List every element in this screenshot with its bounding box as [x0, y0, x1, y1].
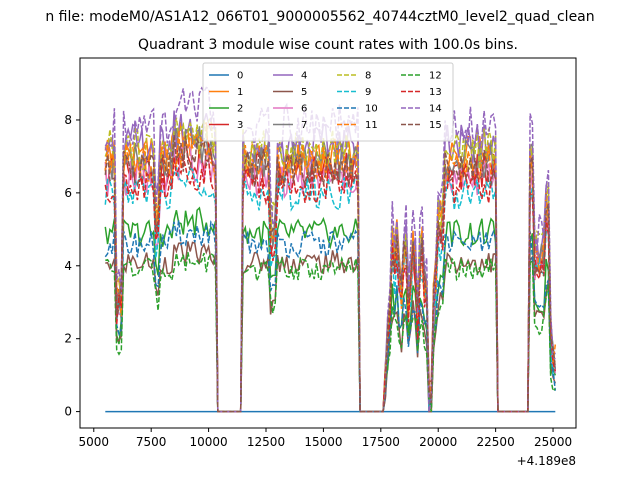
series-line-12	[105, 252, 556, 413]
legend-label-0: 0	[237, 71, 243, 82]
plot-lines	[104, 86, 557, 413]
series-line-8	[104, 115, 556, 413]
y-tick-label: 6	[64, 186, 72, 200]
legend-label-14: 14	[429, 104, 442, 115]
y-tick-label: 0	[64, 405, 72, 419]
x-tick-label: 17500	[362, 435, 400, 449]
chart-title: Quadrant 3 module wise count rates with …	[138, 37, 518, 53]
legend-label-8: 8	[365, 71, 371, 82]
x-tick-label: 15000	[304, 435, 342, 449]
legend-label-2: 2	[237, 104, 243, 115]
y-tick-label: 8	[64, 113, 72, 127]
legend-box	[202, 62, 454, 142]
x-tick-label: 7500	[136, 435, 167, 449]
legend-label-7: 7	[301, 120, 307, 131]
legend-label-3: 3	[237, 120, 243, 131]
y-tick-label: 2	[64, 332, 72, 346]
legend-label-5: 5	[301, 87, 307, 98]
legend-label-15: 15	[429, 120, 442, 131]
x-tick-label: 25000	[534, 435, 572, 449]
legend-label-11: 11	[365, 120, 378, 131]
x-tick-label: 10000	[189, 435, 227, 449]
legend-label-4: 4	[301, 71, 307, 82]
x-tick-label: 20000	[419, 435, 457, 449]
x-tick-label: 5000	[79, 435, 110, 449]
series-line-15	[104, 135, 557, 413]
legend-label-1: 1	[237, 87, 243, 98]
series-line-13	[104, 157, 557, 413]
legend-label-13: 13	[429, 87, 442, 98]
x-axis: 5000 7500 10000 12500 15000 17500 20000 22500 25…	[79, 428, 572, 449]
axes-frame	[79, 57, 577, 429]
series-line-9	[104, 164, 556, 413]
legend-label-9: 9	[365, 87, 371, 98]
legend-label-12: 12	[429, 71, 442, 82]
series-line-2	[104, 206, 557, 413]
x-tick-label: 12500	[247, 435, 285, 449]
legend-label-6: 6	[301, 104, 307, 115]
legend-label-10: 10	[365, 104, 378, 115]
x-tick-label: 22500	[477, 435, 515, 449]
y-tick-label: 4	[64, 259, 72, 273]
figure-suptitle: n file: modeM0/AS1A12_066T01_9000005562_…	[45, 9, 594, 25]
x-offset-label: +4.189e8	[517, 454, 576, 468]
series-line-10	[104, 220, 557, 413]
y-axis: 0 2 4 6 8	[64, 113, 80, 419]
